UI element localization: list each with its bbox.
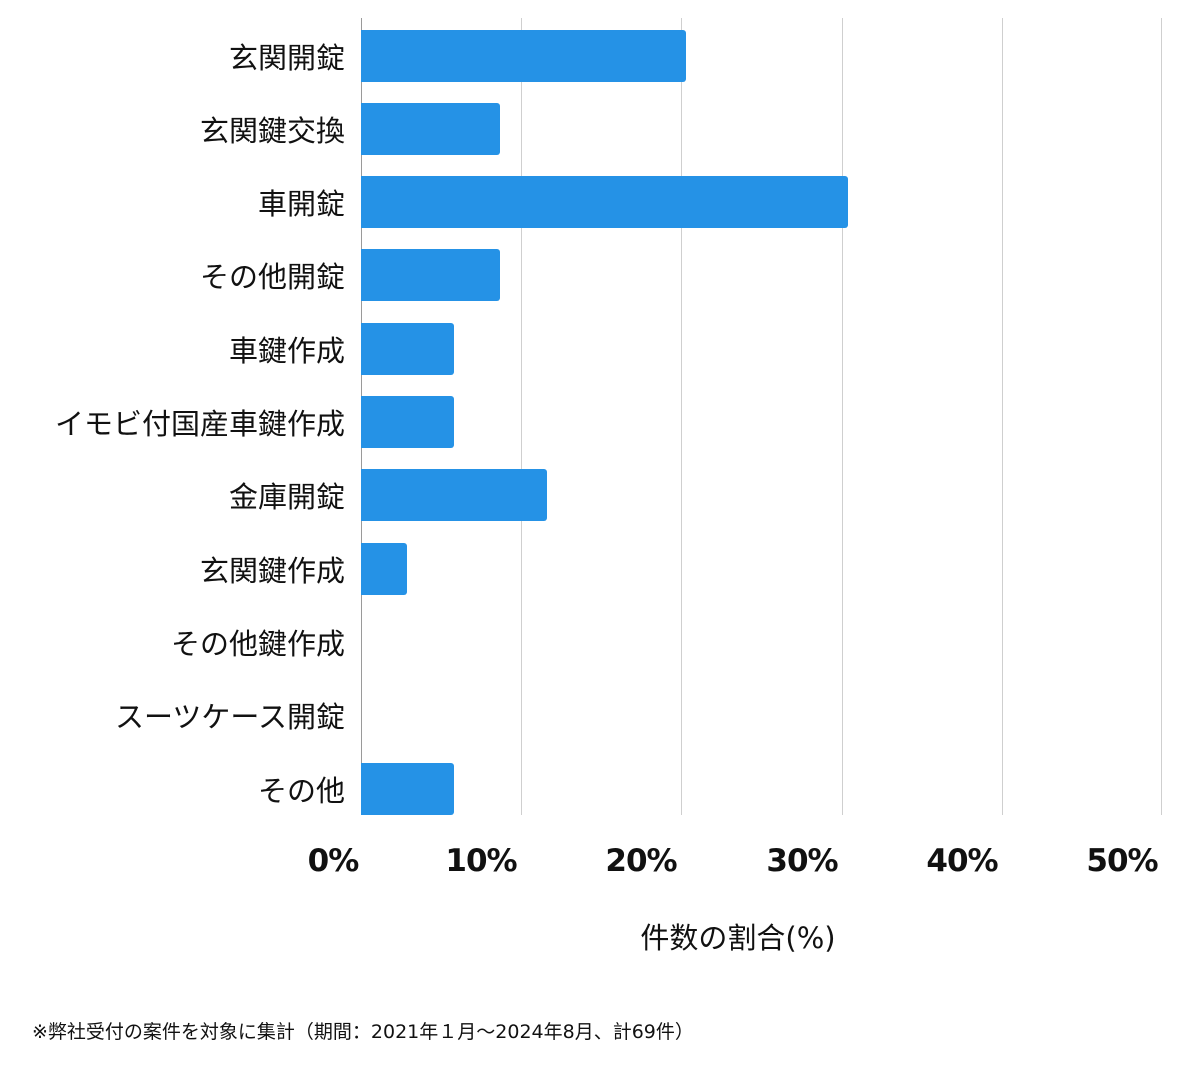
gridline-30 (842, 18, 843, 815)
category-label: その他 (257, 774, 345, 808)
category-label: 玄関鍵交換 (199, 114, 345, 148)
category-label: スーツケース開錠 (115, 700, 345, 734)
category-label: 玄関開錠 (228, 41, 345, 75)
plot-area (361, 18, 1162, 815)
bar-immobi-kagi-sakusei (361, 396, 454, 448)
bar-genkan-kaijo (361, 30, 687, 82)
footnote: ※弊社受付の案件を対象に集計（期間：2021年１月～2024年8月、計69件） (32, 1021, 694, 1043)
bar-kinko-kaijo (361, 469, 547, 521)
category-label: 車鍵作成 (228, 334, 345, 368)
category-label: 車開錠 (257, 187, 345, 221)
x-tick: 50% (1086, 843, 1158, 879)
bar-kuruma-kagi-sakusei (361, 323, 454, 375)
bar-kuruma-kaijo (361, 176, 848, 228)
bar-sonota-kaijo (361, 249, 501, 301)
x-tick: 20% (605, 843, 677, 879)
x-axis-title: 件数の割合(%) (640, 921, 836, 955)
category-label: その他開錠 (199, 260, 345, 294)
gridline-50 (1161, 18, 1162, 815)
gridline-20 (681, 18, 682, 815)
bar-genkan-kagi-sakusei (361, 543, 408, 595)
x-tick: 30% (766, 843, 838, 879)
category-label: その他鍵作成 (170, 627, 345, 661)
bar-genkan-kagi-kokan (361, 103, 501, 155)
x-tick: 10% (445, 843, 517, 879)
gridline-10 (521, 18, 522, 815)
gridline-40 (1002, 18, 1003, 815)
x-tick: 0% (307, 843, 360, 879)
bar-sonota (361, 763, 454, 815)
category-label: 金庫開錠 (228, 480, 345, 514)
category-label: 玄関鍵作成 (199, 554, 345, 588)
x-tick: 40% (926, 843, 998, 879)
category-label: イモビ付国産車鍵作成 (54, 407, 345, 441)
